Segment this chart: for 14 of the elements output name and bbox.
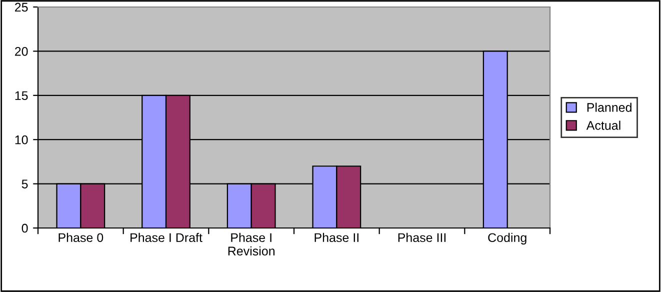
x-tick-label: Phase I Revision — [228, 232, 274, 256]
y-tick-label: 10 — [15, 135, 28, 144]
x-tick-label: Phase 0 — [58, 232, 104, 242]
y-tick-label: 15 — [15, 91, 28, 100]
y-tick-label: 25 — [15, 2, 28, 12]
y-tick-label: 0 — [22, 224, 28, 233]
x-tick-label: Phase I Draft — [130, 232, 202, 242]
x-tick-label: Phase II — [314, 232, 358, 242]
y-tick-label: 20 — [15, 47, 28, 56]
x-tick-label: Phase III — [398, 232, 446, 242]
legend-label: Planned — [587, 102, 632, 112]
y-tick-label: 5 — [22, 180, 28, 188]
legend-label: Actual — [586, 120, 620, 130]
x-tick-label: Coding — [488, 232, 526, 245]
